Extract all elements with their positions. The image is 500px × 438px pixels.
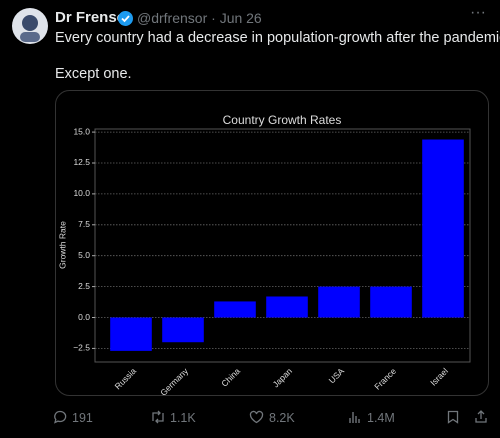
more-button[interactable]: ··· bbox=[470, 4, 486, 21]
chart[interactable]: Country Growth Rates Growth Rate −2.5 0.0… bbox=[55, 90, 489, 396]
tweet-text: Except one. bbox=[55, 66, 132, 82]
author-meta: @drfrensor · Jun 26 bbox=[137, 10, 262, 26]
like-icon[interactable] bbox=[249, 410, 264, 424]
bookmark-icon[interactable] bbox=[447, 410, 459, 424]
views-icon[interactable] bbox=[348, 410, 362, 424]
verified-badge bbox=[118, 11, 133, 26]
y-tick-label: −2.5 bbox=[73, 343, 90, 353]
handle[interactable]: @drfrensor bbox=[137, 10, 208, 26]
tweet-text: Every country had a decrease in populati… bbox=[55, 30, 500, 46]
share-icon[interactable] bbox=[474, 409, 488, 424]
y-tick-label: 0.0 bbox=[78, 312, 90, 322]
bar bbox=[318, 286, 360, 318]
y-tick-label: 10.0 bbox=[73, 188, 90, 198]
bar bbox=[110, 317, 152, 351]
y-tick-label: 7.5 bbox=[78, 219, 90, 229]
y-axis-label: Growth Rate bbox=[57, 221, 67, 269]
y-tick-label: 15.0 bbox=[73, 126, 90, 136]
plot-frame bbox=[94, 128, 471, 363]
y-tick-label: 5.0 bbox=[78, 250, 90, 260]
chart-title: Country Growth Rates bbox=[223, 113, 342, 127]
author-name[interactable]: Dr Frensor bbox=[55, 9, 132, 26]
date[interactable]: Jun 26 bbox=[219, 10, 262, 26]
repost-count[interactable]: 1.1K bbox=[170, 411, 196, 425]
bar bbox=[422, 139, 464, 318]
avatar[interactable] bbox=[12, 8, 48, 44]
like-count[interactable]: 8.2K bbox=[269, 411, 295, 425]
bar bbox=[266, 296, 308, 318]
views-count[interactable]: 1.4M bbox=[367, 411, 395, 425]
bar bbox=[370, 286, 412, 318]
bar bbox=[162, 317, 204, 343]
y-tick-label: 2.5 bbox=[78, 281, 90, 291]
reply-count[interactable]: 191 bbox=[72, 411, 93, 425]
reply-icon[interactable] bbox=[53, 410, 67, 424]
repost-icon[interactable] bbox=[150, 410, 166, 424]
y-tick-label: 12.5 bbox=[73, 157, 90, 167]
bar bbox=[214, 301, 256, 318]
